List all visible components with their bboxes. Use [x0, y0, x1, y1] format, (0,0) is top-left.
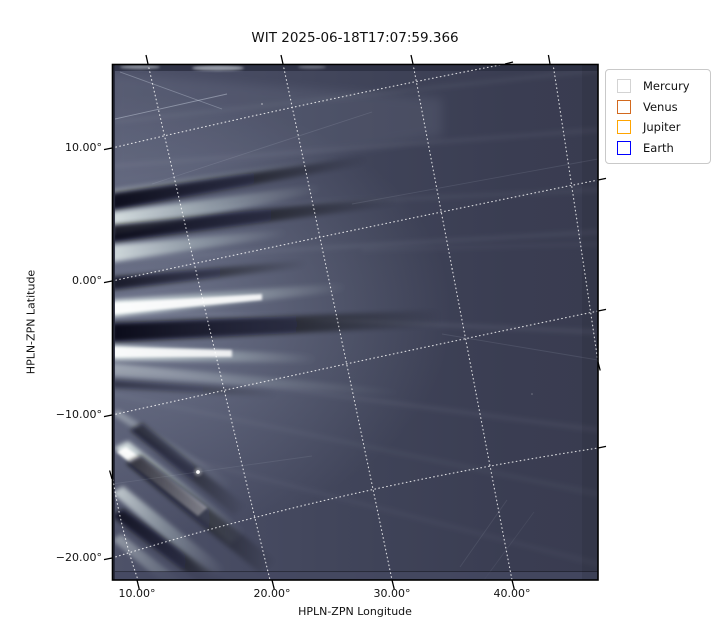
- y-axis-label: HPLN-ZPN Latitude: [24, 269, 38, 375]
- earth-marker-icon: [617, 140, 631, 155]
- gridline-lat-10: [112, 64, 506, 149]
- legend-label: Mercury: [643, 79, 690, 94]
- gridline-lon-20: [147, 64, 271, 580]
- ytick-label-0: 0.00°: [72, 274, 102, 287]
- xtick-label-20: 20.00°: [253, 587, 291, 600]
- legend-item-venus: Venus: [614, 97, 702, 118]
- x-axis-label: HPLN-ZPN Longitude: [298, 605, 412, 618]
- xtick-label-40: 40.00°: [493, 587, 531, 600]
- xtick-label-10: 10.00°: [118, 587, 156, 600]
- ytick-label-m20: −20.00°: [55, 551, 102, 564]
- plot-area: [112, 64, 598, 580]
- legend-item-jupiter: Jupiter: [614, 117, 702, 138]
- legend-label: Jupiter: [643, 120, 681, 135]
- xtick-label-30: 30.00°: [373, 587, 411, 600]
- gridline-lat-0: [112, 179, 598, 282]
- gridline-lon-40: [412, 64, 513, 580]
- plot-title: WIT 2025-06-18T17:07:59.366: [251, 30, 459, 46]
- legend-label: Earth: [643, 140, 674, 155]
- legend-item-earth: Earth: [614, 138, 702, 159]
- legend-item-mercury: Mercury: [614, 76, 702, 97]
- gridline-lon-10: [112, 479, 139, 580]
- gridline-lon-30: [282, 64, 393, 580]
- legend: Mercury Venus Jupiter Earth: [605, 69, 711, 164]
- gridline-lat-m20: [112, 447, 598, 559]
- ytick-label-10: 10.00°: [65, 141, 102, 154]
- mercury-marker-icon: [617, 79, 631, 94]
- gridline-lat-m10: [112, 310, 598, 416]
- coordinate-grid: [112, 64, 598, 580]
- jupiter-marker-icon: [617, 120, 631, 135]
- legend-label: Venus: [643, 99, 678, 114]
- gridline-lon-50: [552, 64, 598, 363]
- ytick-label-m10: −10.00°: [55, 408, 102, 421]
- venus-marker-icon: [617, 99, 631, 114]
